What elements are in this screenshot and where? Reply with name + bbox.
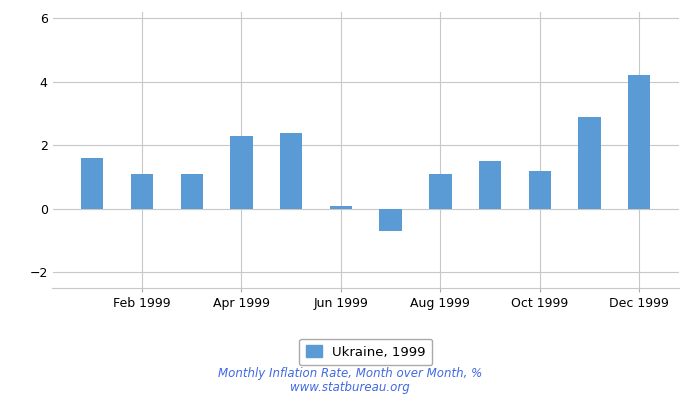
Text: www.statbureau.org: www.statbureau.org [290,382,410,394]
Bar [628,76,650,209]
Text: Monthly Inflation Rate, Month over Month, %: Monthly Inflation Rate, Month over Month… [218,368,482,380]
Bar [81,158,104,209]
Bar [330,206,352,209]
Bar [479,161,501,209]
Bar [131,174,153,209]
Bar [379,209,402,231]
Bar [578,117,601,209]
Bar [230,136,253,209]
Bar [429,174,452,209]
Legend: Ukraine, 1999: Ukraine, 1999 [299,339,433,365]
Bar [280,132,302,209]
Bar [528,171,551,209]
Bar [181,174,203,209]
